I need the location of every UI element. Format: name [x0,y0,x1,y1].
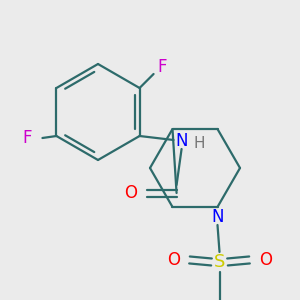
Text: N: N [175,132,188,150]
Text: N: N [211,208,224,226]
Text: S: S [214,253,225,271]
Text: F: F [158,58,167,76]
Text: O: O [259,251,272,269]
Text: O: O [167,251,180,269]
Text: O: O [124,184,137,202]
Text: H: H [194,136,205,151]
Text: F: F [23,129,32,147]
